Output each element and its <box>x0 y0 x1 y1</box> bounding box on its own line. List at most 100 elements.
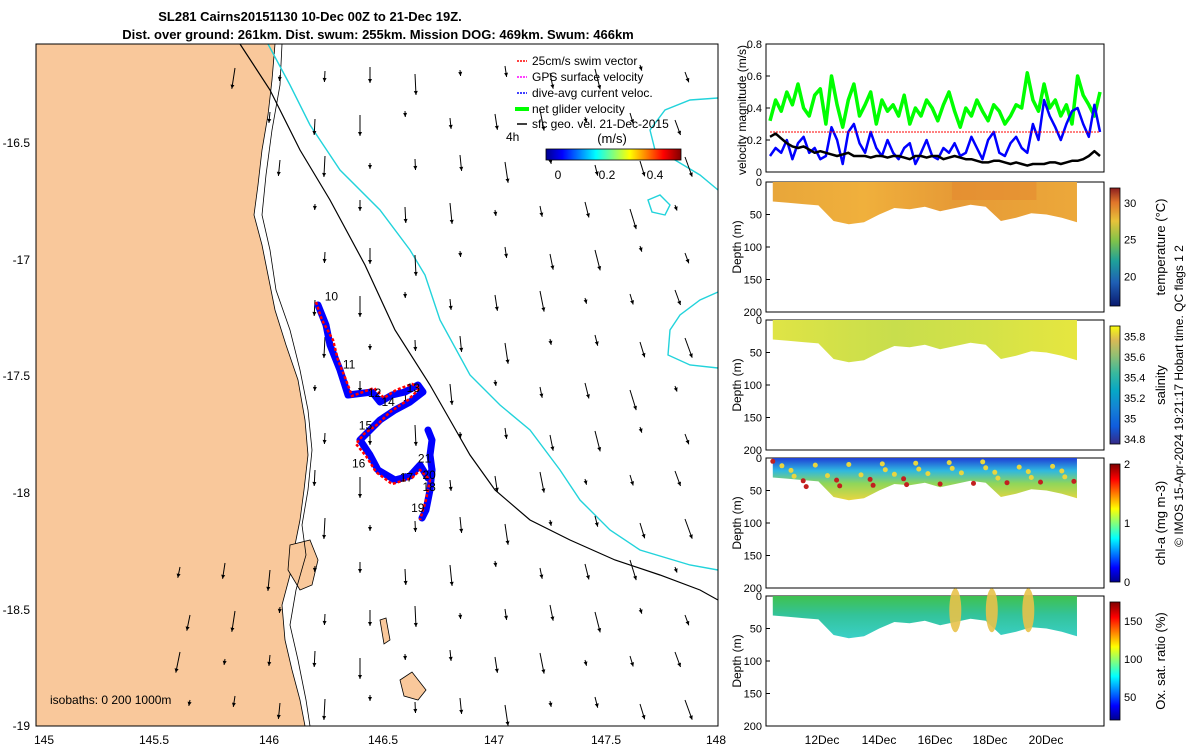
current-vector-head <box>685 439 690 445</box>
chl-sample <box>1062 474 1068 480</box>
current-vector-head <box>187 701 192 706</box>
isobath-0m <box>261 44 313 726</box>
isobath-1000m <box>267 44 718 571</box>
ts-y-tick: 0.6 <box>747 71 762 83</box>
current-vector-head <box>312 662 317 667</box>
current-vector-head <box>459 347 464 352</box>
current-vector-head <box>494 306 499 311</box>
current-vector-head <box>185 626 190 631</box>
current-vector-head <box>594 703 599 708</box>
section-colorbar-tick: 100 <box>1124 654 1142 666</box>
legend-label: dive-avg current veloc. <box>532 86 653 100</box>
chl-sample <box>846 462 852 467</box>
legend-sfc-geo-velocity: sfc geo. vel. 21-Dec-2015 <box>517 117 669 131</box>
current-vector-head <box>539 393 544 398</box>
current-vector-head <box>504 434 508 439</box>
chl-sample <box>834 477 840 483</box>
current-vector-head <box>358 675 362 679</box>
current-vector-head <box>677 130 681 135</box>
current-vector-head <box>176 573 181 578</box>
legend-label: 25cm/s swim vector <box>532 54 637 68</box>
day-label: 10 <box>325 289 339 303</box>
ts-line-net-glider-velocity <box>768 71 1102 129</box>
section-y-tick: 50 <box>750 348 762 360</box>
current-vector-head <box>504 253 508 258</box>
section-y-tick: 100 <box>744 518 762 530</box>
current-vector-head <box>368 441 372 445</box>
section-y-axis-label: Depth (m) <box>730 358 744 411</box>
current-vector-head <box>322 353 327 358</box>
isobath-1000m-loop <box>647 194 671 216</box>
section-colorbar-label: temperature (°C) <box>1153 199 1168 296</box>
section-x-tick: 18Dec <box>973 733 1008 747</box>
oxygen-high-patch <box>949 588 962 633</box>
speed-colorbar-tick: 0.2 <box>599 168 616 182</box>
glider-track <box>314 301 436 522</box>
current-vector-head <box>459 528 464 533</box>
section-x-tick: 20Dec <box>1029 733 1064 747</box>
current-vector-head <box>403 580 408 585</box>
current-vector-head <box>448 486 453 491</box>
section-panel: 0 50 100 150 200 Depth (m) 20 25 30 temperature (… <box>730 177 1168 319</box>
section-colorbar-tick: 34.8 <box>1124 434 1145 446</box>
section-y-axis-label: Depth (m) <box>730 496 744 549</box>
current-vector-head <box>413 441 418 446</box>
current-vector-head <box>594 341 599 346</box>
current-vector-head <box>594 522 599 527</box>
speed-colorbar-tick: 0 <box>555 168 562 182</box>
section-x-tick: 14Dec <box>862 733 897 747</box>
map-x-tick: 147.5 <box>591 733 621 747</box>
current-vector-head <box>504 615 508 620</box>
current-vector-head <box>550 265 555 270</box>
chl-sample <box>983 465 989 471</box>
chl-sample <box>800 478 806 484</box>
section-colorbar <box>1109 463 1121 583</box>
chl-sample <box>904 482 910 488</box>
current-vector-head <box>267 661 272 666</box>
section-panel: 0 50 100 150 200 Depth (m) 50 100 150 Ox. sat. ra… <box>730 588 1168 733</box>
chl-sample <box>882 467 888 473</box>
current-vector-head <box>677 300 681 305</box>
current-vector-head <box>633 405 637 411</box>
chl-sample <box>1050 463 1056 469</box>
current-vector-head <box>358 313 362 317</box>
section-y-tick: 100 <box>744 656 762 668</box>
oxygen-high-patch <box>985 588 998 633</box>
current-vector-head <box>494 668 499 673</box>
current-vector-head <box>221 574 226 579</box>
current-vector-head <box>638 66 643 71</box>
section-colorbar-label: salinity <box>1153 365 1168 405</box>
chl-sample <box>825 473 830 479</box>
map-legend: 25cm/s swim vector GPS surface velocity … <box>515 54 669 131</box>
day-label: 17 <box>400 470 414 484</box>
map-land <box>36 44 309 726</box>
section-x-ticks: 12Dec 14Dec 16Dec 18Dec 20Dec <box>805 733 1064 747</box>
current-vector-head <box>403 218 408 223</box>
current-vector-head <box>583 118 588 123</box>
section-y-tick: 100 <box>744 242 762 254</box>
current-vector-head <box>688 715 693 720</box>
current-vector-head <box>413 622 418 627</box>
section-colorbar-tick: 30 <box>1124 198 1136 210</box>
current-vector-head <box>641 171 646 177</box>
section-colorbar-tick: 35.2 <box>1124 393 1145 405</box>
current-vector-head <box>505 178 510 183</box>
current-vector-head <box>276 171 281 176</box>
ts-y-axis-label: velocity magnitude (m/s) <box>735 45 749 175</box>
current-vector-head <box>548 702 553 707</box>
section-colorbar-tick: 50 <box>1124 692 1136 704</box>
day-label: 13 <box>407 381 421 395</box>
section-colorbar-tick: 1 <box>1124 518 1130 530</box>
chl-sample <box>1059 468 1065 474</box>
current-vector-head <box>597 447 602 452</box>
section-colorbar-tick: 150 <box>1124 616 1142 628</box>
section-colorbar-tick: 25 <box>1124 235 1136 247</box>
section-y-tick: 150 <box>744 551 762 563</box>
chl-sample <box>1004 480 1010 486</box>
current-vector-head <box>368 697 372 701</box>
island-2 <box>399 671 427 701</box>
current-vector-head <box>459 709 464 714</box>
isobath-200m <box>239 44 718 601</box>
legend-swim-vector: 25cm/s swim vector <box>517 54 637 68</box>
temperature-warm-band <box>951 182 1037 200</box>
